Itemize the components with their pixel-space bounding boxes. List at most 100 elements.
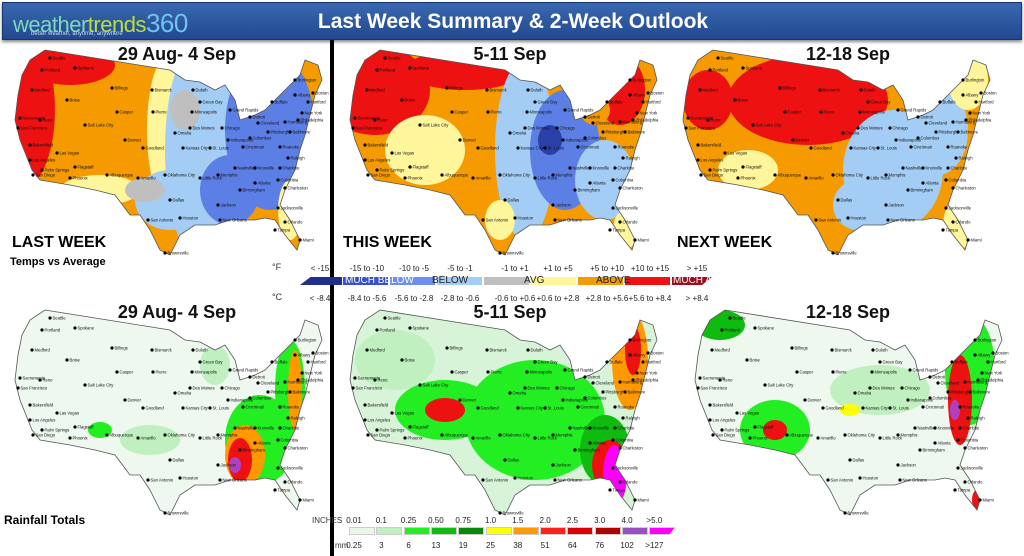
city-dot (623, 390, 627, 394)
city-label: Chicago (560, 386, 576, 391)
temp-legend-category: AVG (524, 275, 545, 286)
city-dot (55, 411, 59, 415)
city-dot (270, 100, 274, 104)
city-label: Flagstaff (78, 425, 95, 430)
city-label: Medford (703, 88, 719, 93)
city-dot (293, 78, 297, 82)
city-dot (708, 403, 712, 407)
city-dot (878, 360, 882, 364)
temp-legend-f-label: +1 to +5 (543, 264, 573, 273)
city-label: Billings (115, 346, 128, 351)
map-region (125, 178, 165, 202)
city-dot (18, 116, 22, 120)
city-dot (168, 458, 172, 462)
city-dot (73, 165, 77, 169)
city-label: Pierre (156, 110, 168, 115)
city-dot (916, 136, 920, 140)
city-dot (498, 173, 502, 177)
city-label: Harrisburg (968, 380, 988, 385)
city-label: Knoxville (593, 426, 610, 431)
city-label: Los Angeles (368, 418, 391, 423)
city-dot (65, 358, 69, 362)
city-label: Harrisburg (956, 120, 976, 125)
city-label: San Diego (36, 433, 56, 438)
city-dot (253, 441, 257, 445)
city-label: Jackson (556, 463, 572, 468)
city-dot (476, 406, 480, 410)
city-label: Green Bay (203, 360, 224, 365)
rain-legend-mm-label: 51 (540, 541, 550, 550)
city-label: Cleveland (941, 381, 960, 386)
city-dot (110, 86, 114, 90)
city-label: Harrisburg (288, 120, 308, 125)
city-dot (871, 348, 875, 352)
city-dot (878, 436, 882, 440)
city-dot (858, 110, 862, 114)
city-label: Oklahoma City (848, 433, 876, 438)
city-label: Jacksonville (616, 206, 639, 211)
city-dot (896, 433, 900, 437)
city-dot (198, 176, 202, 180)
city-label: Houston (851, 216, 867, 221)
city-dot (814, 218, 818, 222)
city-label: St. Louis (548, 146, 564, 151)
city-dot (481, 478, 485, 482)
city-dot (884, 173, 888, 177)
city-label: New Orleans (903, 478, 927, 483)
city-label: San Diego (716, 433, 736, 438)
city-dot (241, 405, 245, 409)
city-dot (976, 378, 980, 382)
city-dot (216, 203, 220, 207)
city-dot (611, 466, 615, 470)
city-dot (896, 108, 900, 112)
city-dot (523, 126, 527, 130)
city-dot (16, 386, 20, 390)
city-label: Little Rock (203, 176, 223, 181)
inches-unit: INCHES (312, 516, 343, 525)
us-outline (14, 49, 323, 256)
city-label: Cleveland (261, 381, 280, 386)
city-dot (608, 228, 612, 232)
temp-map-next-week: Seattle Spokane Portland Medford Boise Billin… (682, 49, 997, 256)
temp-legend-f-label: -1 to +1 (501, 264, 529, 273)
city-dot (151, 370, 155, 374)
city-dot (353, 116, 357, 120)
city-label: Casper (455, 110, 469, 115)
city-label: Miami (983, 498, 994, 503)
city-dot (986, 360, 990, 364)
city-dot (568, 166, 572, 170)
city-dot (191, 348, 195, 352)
rain-legend-mm-label: 3 (379, 541, 384, 550)
city-dot (561, 398, 565, 402)
map-region (683, 70, 733, 130)
city-dot (605, 360, 609, 364)
city-label: Jackson (221, 463, 237, 468)
city-dot (191, 88, 195, 92)
city-dot (105, 433, 109, 437)
city-label: Cleveland (929, 121, 948, 126)
city-dot (123, 138, 127, 142)
city-dot (226, 138, 230, 142)
temps-vs-average-label: Temps vs Average (10, 256, 106, 268)
city-label: Minneapolis (195, 370, 217, 375)
city-label: Detroit (588, 375, 601, 380)
city-label: Columbus (921, 136, 940, 141)
city-dot (944, 206, 948, 210)
city-dot (283, 446, 287, 450)
city-dot (400, 358, 404, 362)
city-label: Pierre (824, 110, 836, 115)
city-dot (733, 98, 737, 102)
city-label: Birmingham (911, 188, 934, 193)
weathertrends360-logo: weathertrends360 (13, 8, 188, 38)
city-label: Amarillo (476, 176, 492, 181)
map-region (728, 55, 888, 145)
city-dot (298, 498, 302, 502)
city-label: Pittsburgh (951, 390, 971, 395)
city-label: San Antonio (831, 478, 854, 483)
rain-legend-swatch (376, 527, 403, 535)
city-label: Dallas (508, 198, 520, 203)
city-label: Goodland (146, 146, 165, 151)
city-label: Reno (378, 378, 389, 383)
city-dot (979, 91, 983, 95)
city-label: Phoenix (753, 436, 769, 441)
